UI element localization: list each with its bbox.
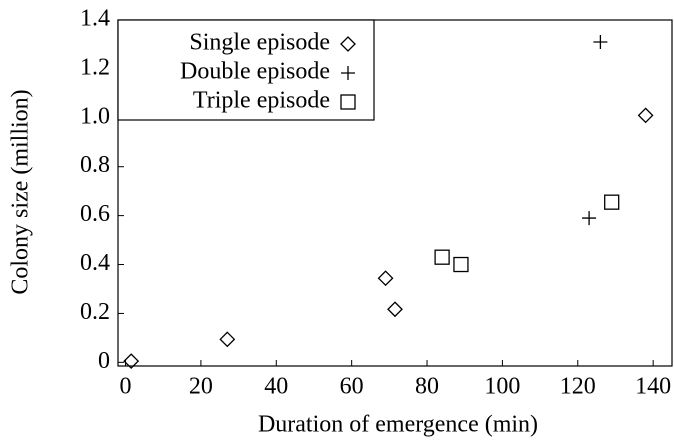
plot-frame	[117, 19, 673, 367]
y-tick-label: 1.4	[80, 6, 110, 32]
y-tick-label: 0.4	[80, 250, 110, 276]
plus-marker	[593, 35, 608, 50]
y-tick-label: 0.8	[80, 152, 110, 178]
y-tick-label: 0.2	[80, 299, 110, 325]
diamond-marker	[123, 353, 140, 370]
legend-box	[117, 19, 375, 121]
diamond-marker	[219, 331, 236, 348]
diamond-marker	[340, 36, 356, 52]
x-axis-label: Duration of emergence (min)	[258, 412, 538, 438]
y-tick-label: 1.2	[80, 54, 110, 80]
plus-marker	[341, 66, 355, 80]
square-marker	[453, 256, 469, 273]
square-marker	[604, 194, 620, 210]
x-tick-label: 0	[120, 374, 132, 400]
x-tick-label: 20	[189, 374, 213, 400]
diamond-marker	[637, 107, 654, 124]
x-tick-label: 140	[635, 374, 671, 400]
x-tick-label: 60	[340, 374, 364, 400]
diamond-marker	[377, 270, 394, 287]
y-tick-label: 1.0	[80, 103, 110, 129]
plus-marker	[582, 211, 597, 226]
diamond-marker	[387, 301, 403, 318]
x-tick-label: 80	[415, 374, 439, 400]
square-marker	[340, 94, 356, 110]
square-marker	[434, 249, 450, 265]
y-axis-label: Colony size (million)	[8, 89, 34, 294]
legend-label: Double episode	[180, 59, 330, 85]
legend-label: Triple episode	[193, 88, 330, 114]
legend-label: Single episode	[189, 30, 330, 56]
x-tick-label: 40	[264, 374, 288, 400]
x-tick-label: 100	[484, 374, 520, 400]
y-tick-label: 0.6	[80, 201, 110, 227]
x-tick-label: 120	[560, 374, 596, 400]
y-tick-label: 0	[98, 348, 110, 374]
